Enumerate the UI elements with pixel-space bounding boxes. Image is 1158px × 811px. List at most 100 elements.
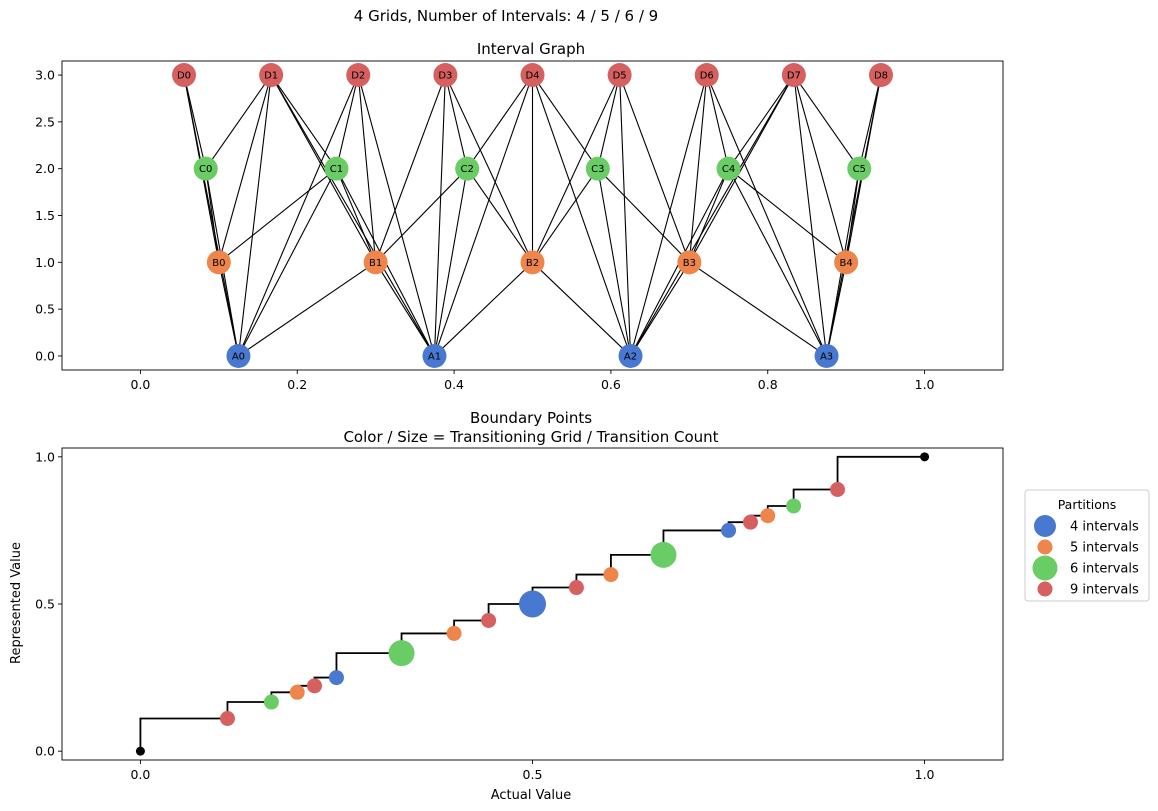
node-label: D7 (787, 71, 801, 82)
graph-edge (375, 168, 468, 263)
node-label: B3 (683, 258, 696, 269)
graph-node (677, 250, 702, 275)
graph-edge (444, 74, 468, 169)
graph-edge (238, 261, 376, 357)
legend-entries: 4 intervals 5 intervals 6 intervals 9 inter… (1032, 515, 1139, 598)
graph-edge (793, 74, 828, 357)
boundary-point (219, 710, 235, 726)
y-axis-label: Represented Value (9, 542, 24, 664)
graph-node (433, 63, 458, 88)
x-tick-label: 0.0 (130, 767, 150, 782)
graph-node (363, 250, 388, 275)
node-label: C4 (722, 164, 735, 175)
graph-edge (728, 168, 847, 263)
node-label: D0 (177, 71, 191, 82)
y-tick-label: 1.0 (35, 255, 55, 270)
node-label: B4 (840, 258, 853, 269)
boundary-point (721, 522, 737, 538)
graph-node (259, 63, 284, 88)
graph-edge (688, 74, 795, 263)
x-tick-label: 0.0 (130, 377, 150, 392)
node-label: D1 (264, 71, 278, 82)
graph-edge (466, 74, 533, 169)
point-layer (219, 482, 846, 726)
legend-marker (1037, 539, 1053, 555)
boundary-point (603, 567, 619, 583)
graph-edge (531, 74, 632, 357)
node-label: D6 (700, 71, 714, 82)
y-tick-label: 0.0 (35, 744, 55, 759)
graph-edge (218, 74, 272, 263)
graph-edge (793, 74, 860, 169)
graph-edge (270, 74, 337, 169)
graph-edge (597, 168, 632, 357)
graph-node (346, 63, 371, 88)
x-tick-label: 0.2 (287, 377, 307, 392)
boundary-point (289, 684, 305, 700)
node-label: C2 (460, 164, 473, 175)
graph-node (716, 156, 741, 181)
graph-edge (630, 262, 690, 357)
node-label: C5 (853, 164, 866, 175)
y-tick-label: 0.5 (35, 597, 55, 612)
interval-graph-chart: Interval Graph A0 A1 A2 A3 B0 B1 B2 B3 B4 C0 C1 C2 C… (35, 40, 1004, 392)
graph-edge (237, 74, 359, 357)
boundary-point (388, 640, 415, 667)
y-tick-label: 2.0 (35, 161, 55, 176)
x-tick-label: 0.6 (601, 377, 621, 392)
graph-edge (532, 168, 599, 263)
edge-layer (183, 74, 882, 357)
graph-edge (375, 262, 435, 357)
axes-layer: 0.0 0.2 0.4 0.6 0.8 1.0 0.0 0.5 1.0 1.5 2.0 2.5 3.0 (35, 60, 1004, 392)
node-label: C3 (591, 164, 604, 175)
legend-label: 4 intervals (1070, 520, 1139, 535)
node-label: A2 (624, 351, 637, 362)
legend-label: 9 intervals (1070, 583, 1139, 598)
graph-edge (466, 168, 533, 263)
axes-layer: 0.0 0.5 1.0 0.0 0.5 1.0 (35, 447, 1004, 782)
graph-node (585, 156, 610, 181)
legend-label: 5 intervals (1070, 541, 1139, 556)
node-label: B0 (212, 258, 225, 269)
graph-edge (270, 74, 435, 357)
graph-edge (335, 74, 359, 169)
graph-edge (218, 168, 337, 263)
figure-suptitle: 4 Grids, Number of Intervals: 4 / 5 / 6 … (354, 7, 658, 25)
graph-edge (706, 74, 730, 169)
graph-edge (357, 74, 436, 357)
node-layer: A0 A1 A2 A3 B0 B1 B2 B3 B4 C0 C1 C2 C3 C4 C5 D0 D1 D2 D3 D4… (172, 63, 893, 368)
boundary-point (446, 625, 462, 641)
boundary-point (519, 590, 546, 618)
legend-title: Partitions (1058, 497, 1117, 512)
chart-subtitle: Color / Size = Transitioning Grid / Tran… (343, 428, 718, 446)
graph-edge (728, 74, 795, 169)
graph-edge (532, 261, 631, 357)
graph-edge (444, 74, 533, 263)
y-tick-label: 0.5 (35, 302, 55, 317)
graph-node (520, 250, 545, 275)
graph-node (834, 250, 859, 275)
boundary-points-chart: Boundary Points Color / Size = Transitio… (9, 409, 1150, 803)
graph-edge (357, 74, 377, 263)
graph-edge (237, 168, 337, 357)
node-label: D8 (874, 71, 888, 82)
graph-edge (858, 74, 882, 169)
node-label: A1 (428, 351, 441, 362)
boundary-point (263, 694, 279, 710)
node-label: D4 (525, 71, 539, 82)
graph-node (694, 63, 719, 88)
graph-edge (597, 168, 690, 263)
boundary-point (328, 670, 344, 686)
graph-node (455, 156, 480, 181)
graph-edge (630, 74, 795, 357)
graph-node (172, 63, 197, 88)
graph-edge (270, 74, 377, 263)
graph-edge (706, 74, 828, 357)
node-label: C1 (330, 164, 343, 175)
node-label: B1 (369, 258, 382, 269)
node-label: D2 (351, 71, 365, 82)
y-tick-label: 1.0 (35, 449, 55, 464)
graph-edge (237, 74, 272, 357)
graph-node (193, 156, 218, 181)
